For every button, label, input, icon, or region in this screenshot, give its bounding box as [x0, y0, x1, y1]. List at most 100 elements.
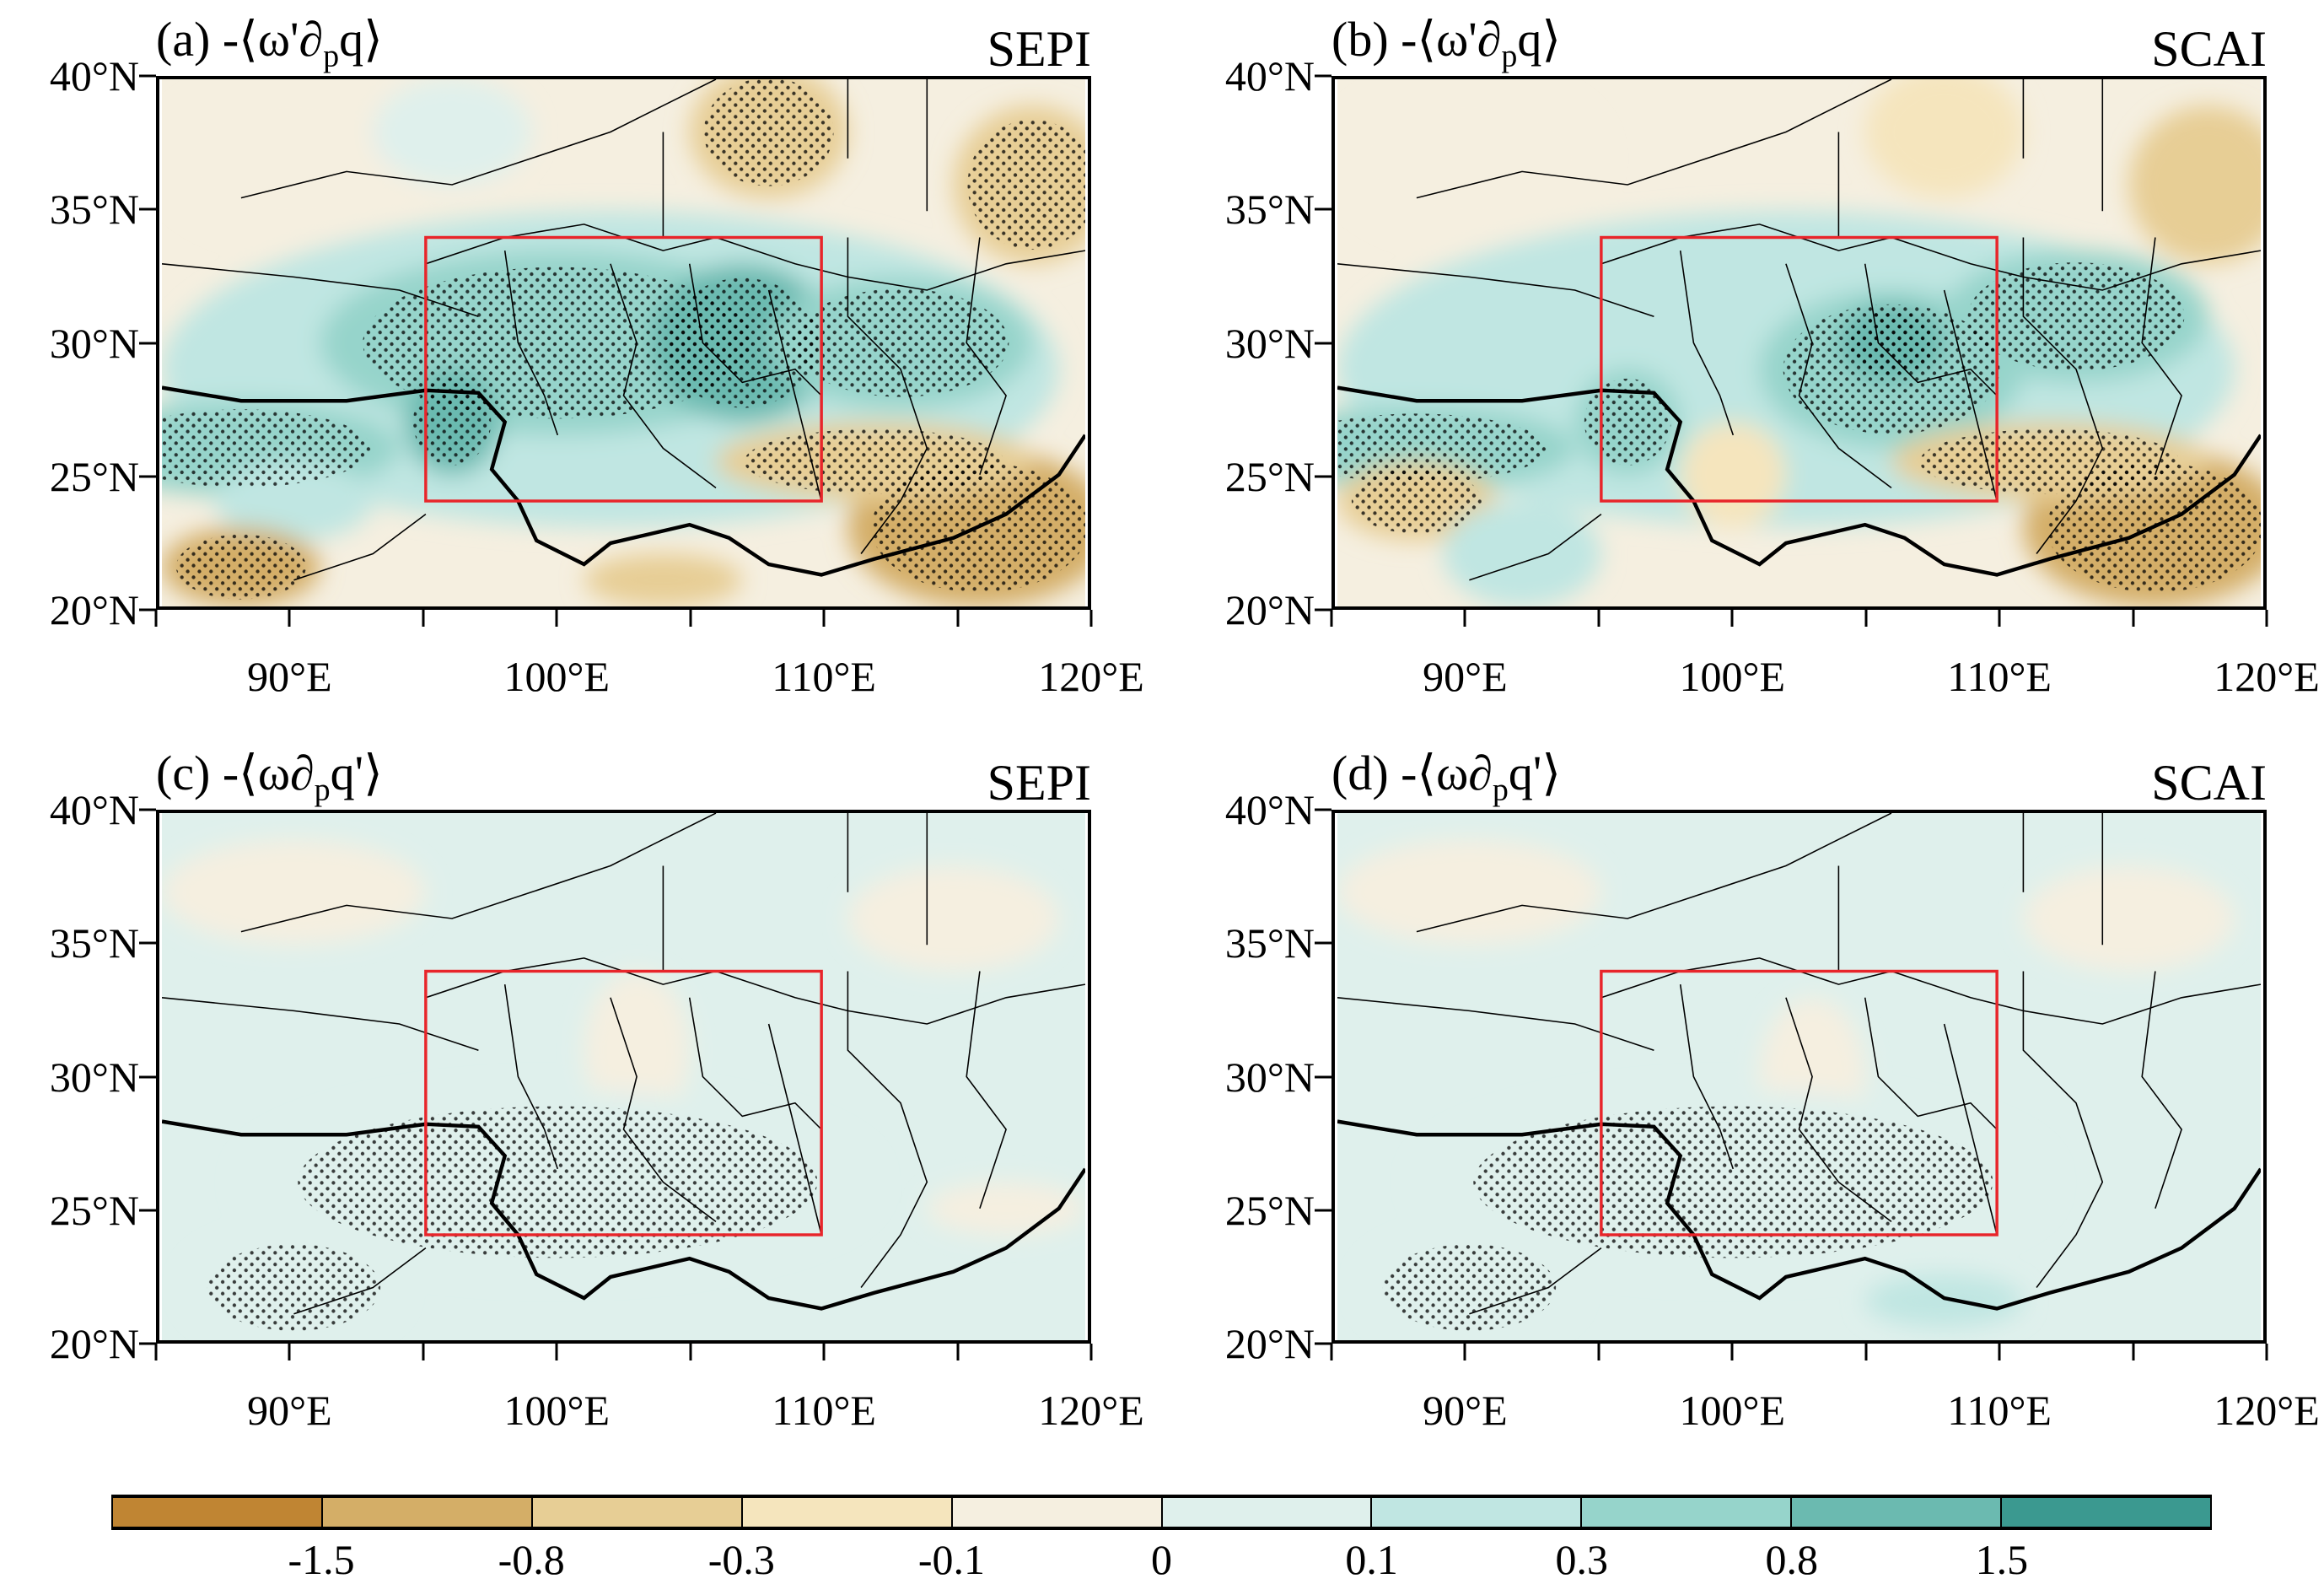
province-boundary: [1600, 224, 2261, 291]
x-tick: [1730, 1344, 1734, 1360]
x-tick: [555, 1344, 558, 1360]
contour-region: [1337, 79, 1601, 238]
contour-region: [584, 971, 690, 1129]
x-tick-label: 120°E: [2214, 1387, 2320, 1434]
y-tick: [1315, 342, 1331, 344]
colorbar-label: 0: [1151, 1536, 1172, 1583]
panel-a: (a) -⟨ω'∂pq⟩ SEPI 20°N 25°N 30°N 35°N 40°N 90…: [50, 12, 1144, 700]
x-tick-label: 110°E: [772, 1387, 876, 1434]
x-tick: [422, 1344, 425, 1360]
panel-b: (b) -⟨ω'∂pq⟩ SCAI 20°N 25°N 30°N 35°N 40°N 90…: [1225, 12, 2320, 700]
province-boundary: [162, 997, 479, 1051]
province-boundary: [2141, 237, 2182, 476]
y-tick: [139, 74, 156, 78]
province-boundary: [688, 997, 822, 1130]
colorbar-label: -0.1: [917, 1536, 985, 1583]
significance-stipple: [298, 1106, 818, 1258]
x-tick: [1730, 610, 1734, 627]
national-boundary: [162, 385, 1085, 577]
contour-region: [927, 1182, 1085, 1235]
x-tick: [154, 610, 158, 627]
colorbar-label: -0.8: [498, 1536, 565, 1583]
national-boundary: [162, 1119, 1085, 1311]
y-tick-label: 30°N: [49, 1053, 139, 1101]
contour-map: [156, 76, 1091, 610]
significance-stipple: [1473, 1106, 1993, 1258]
x-tick-label: 100°E: [503, 1387, 611, 1434]
national-boundary: [1337, 385, 2261, 577]
y-tick: [1315, 808, 1331, 811]
index-label: SEPI: [987, 755, 1091, 811]
province-boundary: [1785, 997, 1892, 1223]
colorbar-swatch: [740, 1498, 951, 1527]
y-tick: [139, 342, 156, 344]
x-tick-label: 90°E: [247, 653, 332, 700]
panel-c: (c) -⟨ω∂pq'⟩ SEPI 20°N 25°N 30°N 35°N 40°N 90…: [50, 746, 1144, 1434]
province-boundary: [847, 237, 928, 554]
significance-stipple: [207, 1244, 381, 1331]
province-boundary: [1943, 1023, 1998, 1236]
x-tick-label: 120°E: [1038, 1387, 1144, 1434]
contour-region: [162, 839, 426, 946]
province-boundary: [2022, 971, 2104, 1288]
x-tick-label: 90°E: [1423, 1387, 1508, 1434]
province-boundary: [767, 289, 822, 502]
province-boundary: [1679, 983, 1735, 1170]
y-tick: [139, 941, 156, 945]
contour-map: [156, 810, 1091, 1344]
province-boundary: [1416, 79, 1892, 199]
x-tick: [154, 1344, 158, 1360]
y-tick: [1315, 475, 1331, 478]
province-boundary: [1600, 957, 2261, 1025]
significance-stipple: [967, 120, 1085, 250]
significance-stipple: [666, 277, 819, 408]
x-tick: [689, 610, 692, 627]
significance-stipple: [1584, 378, 1671, 466]
y-tick: [1315, 608, 1331, 612]
x-tick: [422, 610, 425, 627]
x-tick-label: 110°E: [1947, 653, 2052, 700]
x-tick: [1330, 610, 1333, 627]
x-tick: [1463, 1344, 1466, 1360]
panel-title: (c) -⟨ω∂pq'⟩: [156, 746, 383, 808]
y-tick: [139, 608, 156, 612]
significance-stipple: [1919, 428, 2180, 494]
x-tick: [956, 610, 960, 627]
colorbar-swatch: [1580, 1498, 1791, 1527]
x-tick: [1089, 1344, 1093, 1360]
x-tick: [2265, 610, 2268, 627]
colorbar-label: -1.5: [288, 1536, 355, 1583]
x-tick: [2132, 610, 2135, 627]
x-tick: [822, 610, 826, 627]
province-boundary: [610, 263, 717, 489]
index-label: SCAI: [2151, 755, 2267, 811]
contour-region: [162, 79, 426, 238]
province-boundary: [1943, 289, 1998, 502]
x-tick-label: 110°E: [772, 653, 876, 700]
province-boundary: [1469, 1247, 1602, 1315]
y-tick: [139, 1209, 156, 1212]
contour-region: [1680, 422, 1786, 528]
y-tick-label: 35°N: [49, 919, 139, 967]
national-boundary: [1337, 1119, 2261, 1311]
y-tick: [1315, 74, 1331, 78]
x-tick: [1864, 1344, 1868, 1360]
colorbar-swatch: [1160, 1498, 1371, 1527]
contour-region: [847, 865, 1059, 972]
colorbar-label: 1.5: [1975, 1536, 2029, 1583]
index-label: SEPI: [987, 21, 1091, 77]
y-tick-label: 25°N: [49, 1186, 139, 1234]
colorbar-label: 0.8: [1765, 1536, 1819, 1583]
province-boundary: [240, 813, 717, 933]
y-tick-label: 35°N: [1224, 186, 1315, 234]
panel-title: (d) -⟨ω∂pq'⟩: [1331, 746, 1561, 808]
province-boundary: [162, 263, 479, 317]
y-tick-label: 40°N: [49, 786, 139, 833]
panel-d: (d) -⟨ω∂pq'⟩ SCAI 20°N 25°N 30°N 35°N 40°N 90…: [1225, 746, 2320, 1434]
contour-region: [2023, 865, 2235, 972]
province-boundary: [610, 997, 717, 1223]
y-tick: [1315, 1342, 1331, 1345]
province-boundary: [966, 971, 1007, 1210]
y-tick: [139, 808, 156, 811]
significance-stipple: [744, 428, 1004, 494]
